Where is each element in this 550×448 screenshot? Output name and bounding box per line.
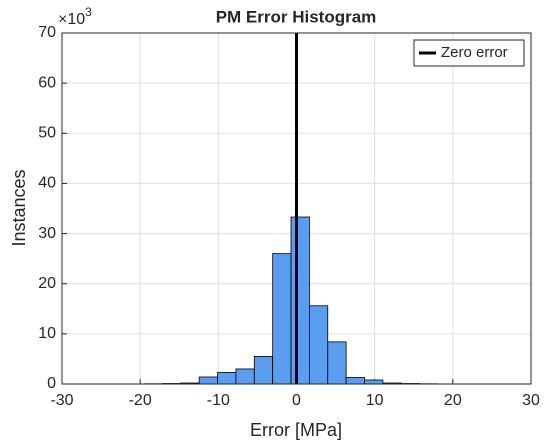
- y-tick-label: 40: [38, 175, 56, 192]
- x-tick-label: -10: [207, 392, 230, 409]
- bar: [272, 253, 292, 385]
- bar: [364, 379, 384, 385]
- x-axis-label: Error [MPa]: [250, 420, 342, 440]
- bar: [253, 356, 274, 385]
- x-tick-label: 30: [522, 392, 540, 409]
- x-tick-label: -20: [129, 392, 152, 409]
- y-multiplier-base: ×10: [58, 11, 85, 28]
- x-tick-label: 10: [366, 392, 384, 409]
- y-tick-label: 70: [38, 24, 56, 41]
- x-tick-label: -30: [50, 392, 73, 409]
- y-multiplier: ×103: [58, 5, 92, 28]
- x-tick-label: 0: [292, 392, 301, 409]
- y-tick-label: 60: [38, 74, 56, 91]
- legend-label: Zero error: [441, 44, 508, 61]
- axes-box: [61, 32, 532, 385]
- chart-title: PM Error Histogram: [216, 7, 377, 26]
- bar: [327, 341, 347, 385]
- y-tick-label: 30: [38, 225, 56, 242]
- y-tick-label: 0: [47, 375, 56, 392]
- bar: [345, 377, 365, 385]
- bar: [217, 372, 237, 385]
- bar: [308, 305, 329, 385]
- y-tick-label: 20: [38, 275, 56, 292]
- bar: [198, 376, 218, 385]
- y-axis-label: Instances: [9, 169, 29, 246]
- y-tick-label: 10: [38, 325, 56, 342]
- x-tick-label: 20: [444, 392, 462, 409]
- bar: [290, 216, 310, 385]
- y-multiplier-exponent: 3: [85, 5, 92, 19]
- bar: [235, 368, 255, 385]
- y-tick-label: 50: [38, 125, 56, 142]
